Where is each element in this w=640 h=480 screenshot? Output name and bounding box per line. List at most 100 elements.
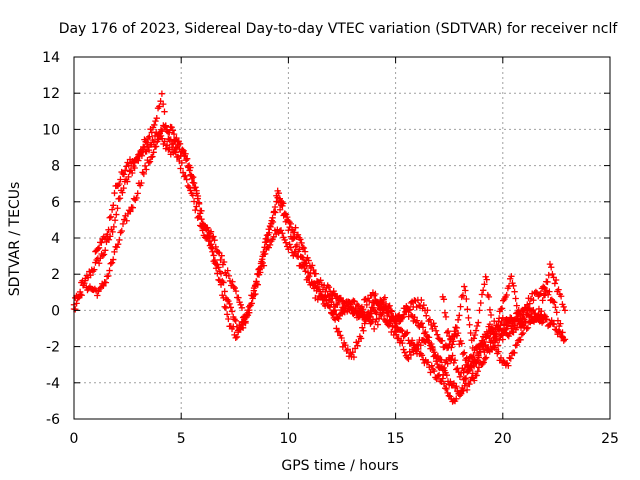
data-point: [170, 140, 177, 147]
data-point: [299, 244, 306, 251]
data-point: [271, 203, 279, 211]
data-point: [248, 292, 255, 299]
data-point: [119, 189, 126, 196]
x-tick-label: 20: [494, 431, 512, 447]
data-point: [477, 299, 484, 307]
data-point: [183, 176, 190, 183]
data-point: [94, 245, 102, 253]
data-point: [328, 309, 335, 316]
data-point: [122, 167, 129, 174]
data-point: [552, 304, 559, 311]
data-point: [381, 294, 389, 301]
data-point: [547, 264, 555, 271]
data-point: [469, 344, 476, 352]
data-point: [237, 301, 244, 309]
data-point: [189, 192, 197, 199]
data-point: [155, 131, 162, 138]
data-point: [186, 167, 193, 174]
data-point: [285, 227, 292, 234]
data-point: [214, 248, 222, 256]
data-point: [251, 282, 259, 290]
data-point: [523, 325, 530, 332]
data-point: [418, 296, 425, 304]
data-point: [72, 306, 79, 313]
data-point: [230, 323, 237, 330]
data-point: [511, 349, 518, 357]
data-point: [110, 223, 118, 231]
x-tick-label: 5: [177, 431, 186, 447]
data-point: [437, 364, 445, 371]
y-tick-label: -2: [46, 340, 60, 356]
data-point: [214, 261, 221, 268]
data-point: [428, 340, 435, 348]
data-point: [172, 149, 179, 156]
data-point: [111, 217, 119, 224]
data-point: [190, 198, 198, 205]
data-point: [451, 357, 459, 364]
data-point: [453, 395, 460, 402]
data-point: [498, 305, 506, 312]
y-tick-label: 14: [42, 50, 60, 66]
data-point: [516, 310, 524, 317]
data-point: [128, 169, 136, 177]
data-point: [153, 114, 160, 122]
data-point: [504, 322, 511, 329]
data-point: [546, 260, 554, 268]
data-point: [379, 309, 386, 316]
data-point: [310, 266, 317, 274]
data-point: [338, 334, 345, 342]
data-point: [301, 248, 309, 255]
y-tick-label: 10: [42, 122, 60, 138]
data-point: [247, 302, 254, 309]
data-point: [507, 355, 514, 362]
data-point: [341, 308, 348, 316]
data-point: [116, 195, 124, 202]
data-point: [530, 306, 537, 314]
data-point: [485, 293, 493, 301]
data-point: [482, 273, 489, 280]
data-point: [158, 90, 166, 97]
data-point: [329, 310, 336, 318]
data-point: [497, 305, 505, 313]
data-point: [326, 303, 334, 311]
data-point: [426, 316, 434, 323]
y-tick-label: 8: [51, 159, 60, 175]
data-point: [478, 291, 486, 298]
data-point: [331, 316, 339, 323]
data-point: [492, 331, 499, 338]
data-point: [434, 372, 442, 380]
data-point: [381, 317, 389, 325]
data-point: [459, 292, 467, 299]
data-point: [177, 165, 184, 172]
data-point: [253, 278, 260, 285]
data-point: [360, 327, 367, 334]
data-point: [185, 184, 193, 191]
data-point: [301, 264, 308, 272]
data-point: [162, 122, 169, 129]
data-point: [417, 342, 424, 349]
data-point: [210, 233, 217, 240]
data-point: [323, 297, 330, 305]
data-point: [551, 299, 558, 306]
data-point: [471, 331, 479, 339]
data-point: [279, 202, 286, 210]
data-point: [429, 344, 436, 352]
data-point: [176, 140, 184, 148]
data-point: [514, 315, 522, 322]
data-point: [111, 189, 118, 197]
data-point: [484, 332, 491, 339]
data-point: [207, 228, 215, 235]
data-point: [479, 360, 486, 368]
data-point: [354, 342, 361, 349]
data-point: [407, 351, 415, 359]
data-point: [548, 317, 555, 324]
data-point: [561, 336, 569, 343]
data-point: [451, 328, 458, 335]
data-point: [555, 328, 563, 335]
data-point: [161, 108, 168, 115]
data-point: [134, 190, 141, 197]
data-point: [539, 297, 546, 304]
data-point: [169, 127, 177, 134]
data-point: [138, 152, 146, 159]
